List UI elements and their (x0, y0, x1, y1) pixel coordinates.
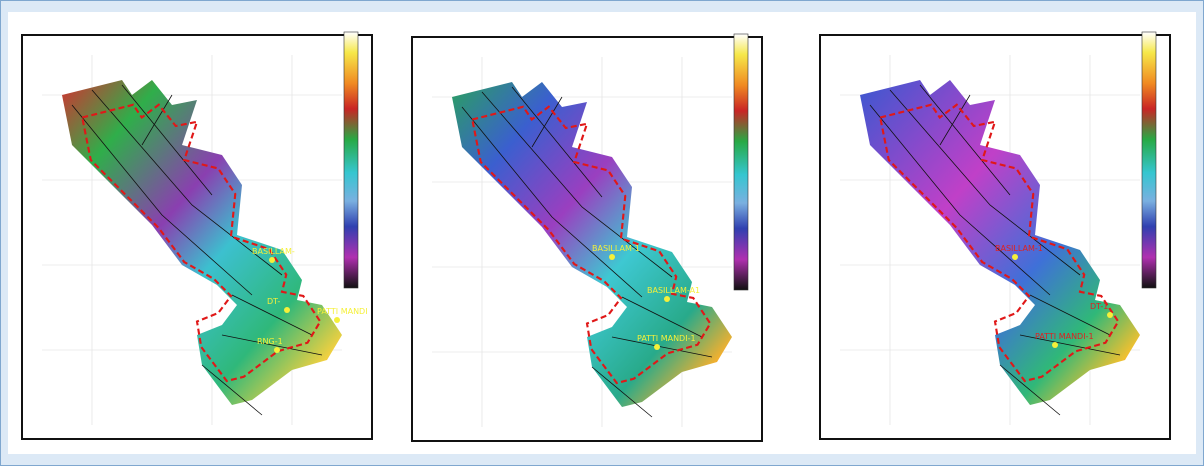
well-marker (269, 257, 275, 263)
panels: BASILLAM-DT-PATTI MANDIRNG-1BASILLAM-1BA… (22, 32, 1170, 441)
map-panel: BASILLAM-1 DT-1 PATTI MANDI-1 (820, 32, 1170, 439)
well-label: PATTI MANDI (317, 307, 368, 316)
well-marker (609, 254, 615, 260)
color-bar (734, 34, 748, 290)
well-label: BASILLAM-A1 (647, 286, 700, 295)
color-bar (344, 32, 358, 288)
map-panel: BASILLAM- DT- PATTI MANDI RNG-1 (22, 32, 372, 439)
well-marker (654, 344, 660, 350)
well-label: PATTI MANDI-1 (1035, 332, 1094, 341)
well-marker (334, 317, 340, 323)
figure: BASILLAM-DT-PATTI MANDIRNG-1BASILLAM-1BA… (0, 0, 1204, 466)
well-marker (1012, 254, 1018, 260)
page: BASILLAM-DT-PATTI MANDIRNG-1BASILLAM-1BA… (0, 0, 1204, 466)
well-label: RNG-1 (257, 337, 283, 346)
well-marker (274, 347, 280, 353)
well-marker (284, 307, 290, 313)
well-marker (1107, 312, 1113, 318)
well-label: DT- (267, 297, 280, 306)
well-label: BASILLAM-1 (995, 244, 1043, 253)
well-label: BASILLAM- (252, 247, 295, 256)
map-panel: BASILLAM-1 BASILLAM-A1 PATTI MANDI-1 (412, 34, 762, 441)
well-label: DT-1 (1090, 302, 1108, 311)
well-label: BASILLAM-1 (592, 244, 640, 253)
well-marker (1052, 342, 1058, 348)
well-label: PATTI MANDI-1 (637, 334, 696, 343)
color-bar (1142, 32, 1156, 288)
well-marker (664, 296, 670, 302)
